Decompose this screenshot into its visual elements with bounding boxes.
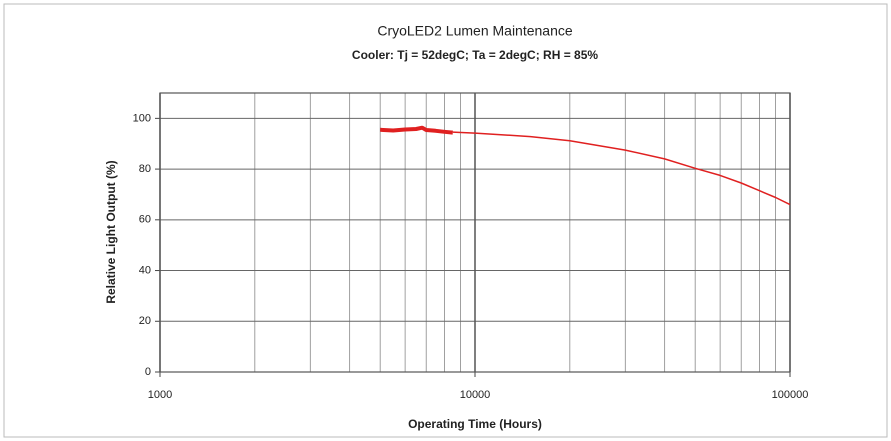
- y-tick-label: 60: [139, 214, 151, 226]
- y-tick-label: 0: [145, 366, 151, 378]
- x-tick-label: 10000: [460, 389, 491, 401]
- x-axis-label: Operating Time (Hours): [408, 417, 542, 431]
- chart-title: CryoLED2 Lumen Maintenance: [377, 23, 573, 39]
- y-tick-label: 40: [139, 264, 151, 276]
- data-line: [380, 125, 453, 135]
- y-axis-label: Relative Light Output (%): [104, 160, 118, 303]
- plot-border: [159, 92, 791, 373]
- x-tick-label: 100000: [772, 389, 809, 401]
- data-line: [452, 131, 791, 206]
- y-tick-label: 20: [139, 315, 151, 327]
- x-tick-label: 1000: [148, 389, 172, 401]
- y-tick-label: 80: [139, 163, 151, 175]
- chart-subtitle: Cooler: Tj = 52degC; Ta = 2degC; RH = 85…: [352, 48, 599, 62]
- y-tick-label: 100: [133, 112, 151, 124]
